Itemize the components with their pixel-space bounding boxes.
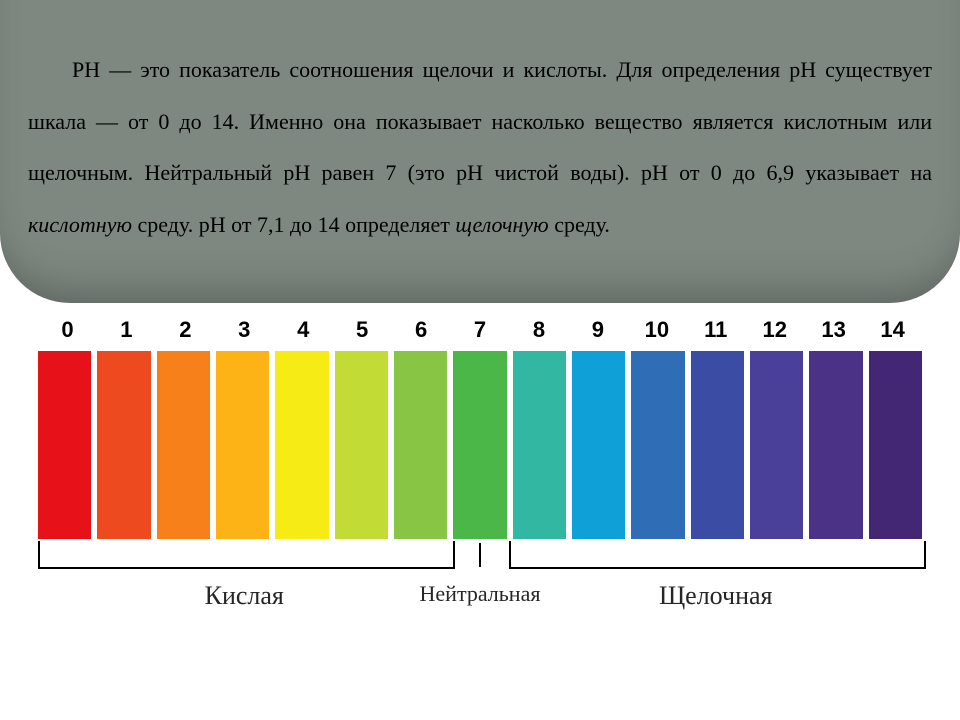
description-panel: PH — это показатель соотношения щелочи и… [0, 0, 960, 303]
ph-label-5: 5 [333, 317, 392, 343]
ph-bar-8 [513, 351, 566, 539]
text-suffix: среду. [549, 212, 610, 237]
ph-bar-10 [631, 351, 684, 539]
ph-bar-3 [216, 351, 269, 539]
ph-bar-12 [750, 351, 803, 539]
text-italic-acidic: кислотную [28, 212, 132, 237]
ph-label-0: 0 [38, 317, 97, 343]
region-brackets [38, 543, 922, 581]
ph-label-9: 9 [568, 317, 627, 343]
bracket-acidic [38, 543, 455, 569]
ph-bar-11 [691, 351, 744, 539]
ph-label-2: 2 [156, 317, 215, 343]
ph-label-7: 7 [451, 317, 510, 343]
ph-color-bars [38, 351, 922, 539]
ph-bar-14 [869, 351, 922, 539]
label-acidic: Кислая [205, 581, 284, 611]
ph-bar-1 [97, 351, 150, 539]
ph-label-11: 11 [686, 317, 745, 343]
ph-bar-5 [335, 351, 388, 539]
text-italic-alkaline: щелочную [455, 212, 548, 237]
ph-label-14: 14 [863, 317, 922, 343]
ph-bar-2 [157, 351, 210, 539]
ph-label-8: 8 [510, 317, 569, 343]
ph-label-12: 12 [745, 317, 804, 343]
ph-bar-13 [809, 351, 862, 539]
ph-scale: 01234567891011121314 Кислая Нейтральная … [0, 303, 960, 631]
label-alkaline: Щелочная [659, 581, 773, 611]
ph-bar-4 [275, 351, 328, 539]
ph-label-3: 3 [215, 317, 274, 343]
text-prefix: PH — это показатель соотношения щелочи и… [28, 57, 932, 185]
ph-number-labels: 01234567891011121314 [38, 317, 922, 343]
text-mid: среду. pH от 7,1 до 14 определяет [132, 212, 455, 237]
ph-bar-0 [38, 351, 91, 539]
ph-label-10: 10 [627, 317, 686, 343]
description-paragraph: PH — это показатель соотношения щелочи и… [28, 44, 932, 251]
ph-label-13: 13 [804, 317, 863, 343]
ph-label-4: 4 [274, 317, 333, 343]
bracket-alkaline [509, 543, 926, 569]
ph-label-6: 6 [392, 317, 451, 343]
ph-bar-7 [453, 351, 506, 539]
region-labels: Кислая Нейтральная Щелочная [38, 581, 922, 631]
tick-neutral [479, 543, 481, 567]
label-neutral: Нейтральная [420, 581, 541, 607]
ph-label-1: 1 [97, 317, 156, 343]
ph-bar-9 [572, 351, 625, 539]
ph-bar-6 [394, 351, 447, 539]
